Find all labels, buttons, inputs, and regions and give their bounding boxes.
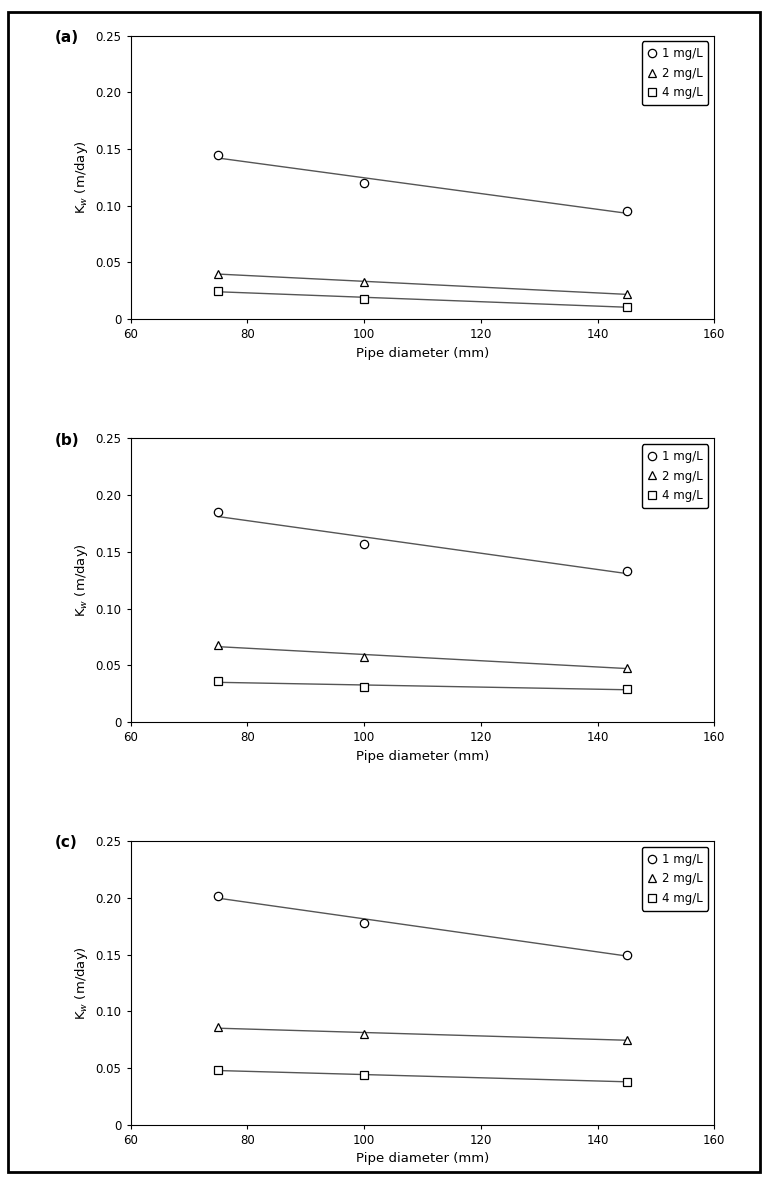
Y-axis label: K$_{w}$ (m/day): K$_{w}$ (m/day)	[73, 141, 90, 214]
Text: (b): (b)	[55, 432, 79, 448]
Y-axis label: K$_{w}$ (m/day): K$_{w}$ (m/day)	[73, 946, 90, 1019]
X-axis label: Pipe diameter (mm): Pipe diameter (mm)	[356, 749, 489, 762]
Legend: 1 mg/L, 2 mg/L, 4 mg/L: 1 mg/L, 2 mg/L, 4 mg/L	[641, 444, 708, 508]
X-axis label: Pipe diameter (mm): Pipe diameter (mm)	[356, 1152, 489, 1165]
Legend: 1 mg/L, 2 mg/L, 4 mg/L: 1 mg/L, 2 mg/L, 4 mg/L	[641, 847, 708, 910]
X-axis label: Pipe diameter (mm): Pipe diameter (mm)	[356, 347, 489, 360]
Y-axis label: K$_{w}$ (m/day): K$_{w}$ (m/day)	[73, 543, 90, 617]
Text: (a): (a)	[55, 30, 79, 45]
Legend: 1 mg/L, 2 mg/L, 4 mg/L: 1 mg/L, 2 mg/L, 4 mg/L	[641, 41, 708, 105]
Text: (c): (c)	[55, 836, 78, 850]
